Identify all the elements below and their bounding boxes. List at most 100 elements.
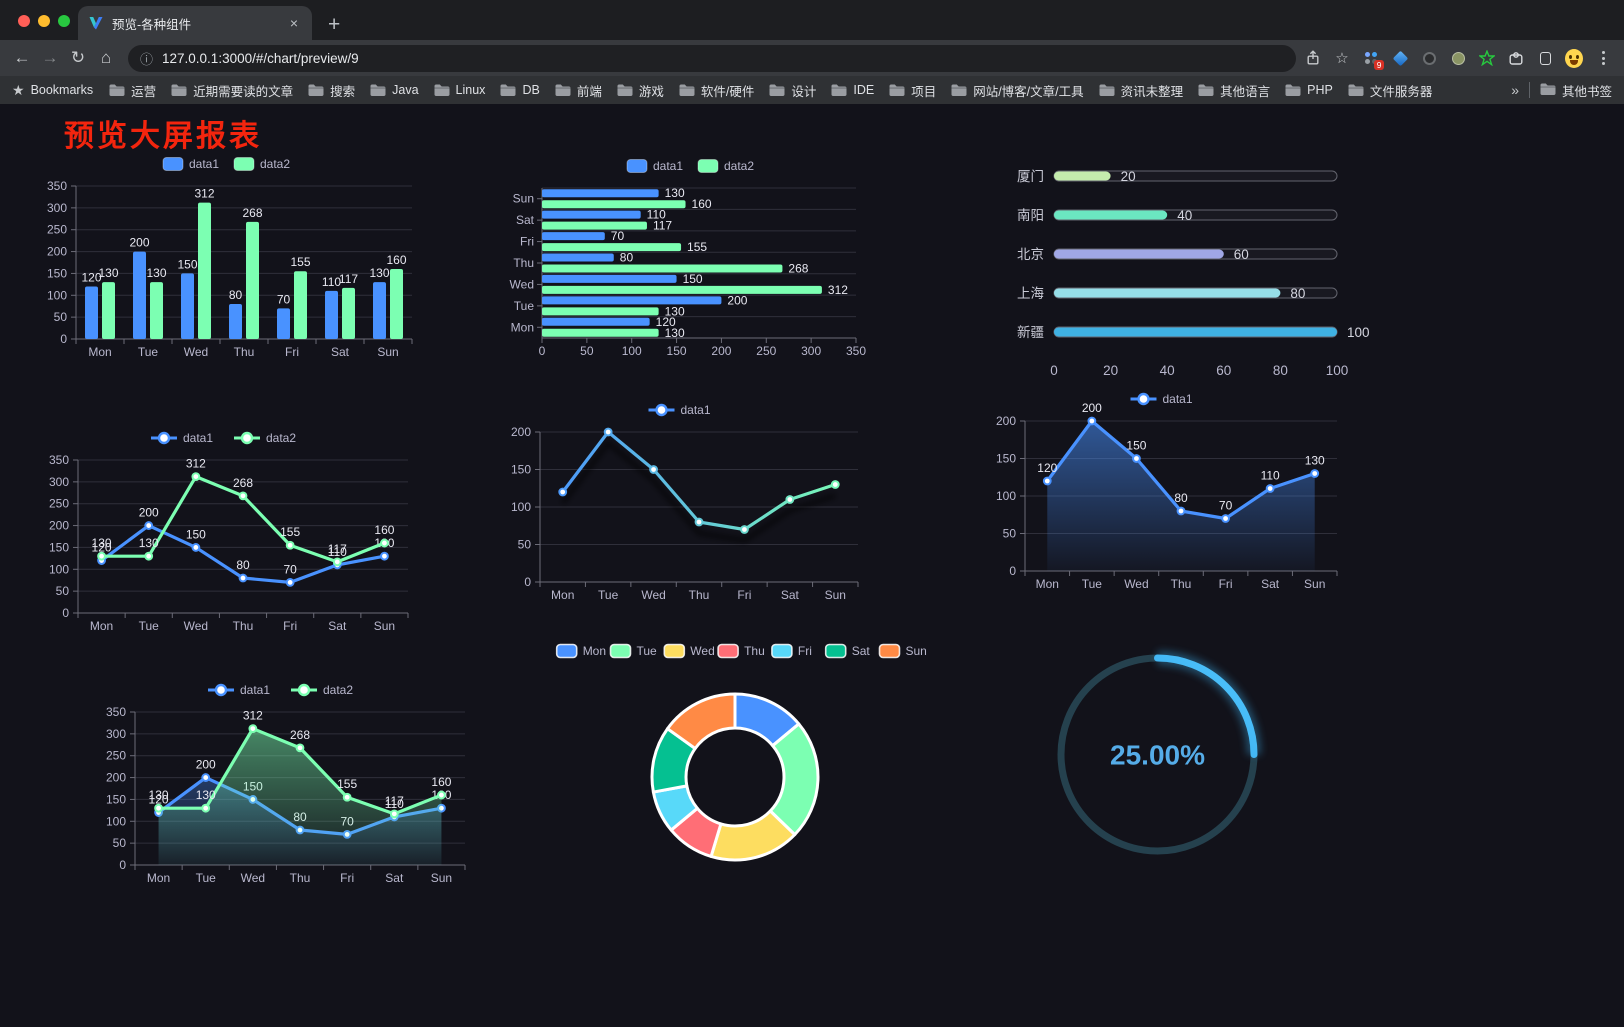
svg-text:上海: 上海 (1017, 286, 1044, 301)
svg-text:117: 117 (653, 219, 672, 233)
bookmark-folder[interactable]: Linux (434, 83, 486, 97)
reload-button[interactable]: ↻ (70, 48, 86, 67)
svg-text:0: 0 (524, 575, 531, 589)
close-tab-icon[interactable]: × (289, 15, 298, 31)
new-tab-button[interactable]: + (328, 13, 341, 36)
svg-text:130: 130 (665, 326, 685, 340)
extension-grid-icon[interactable]: 9 (1362, 49, 1384, 70)
minimize-window-button[interactable] (38, 15, 50, 27)
bookmark-folder[interactable]: IDE (831, 83, 874, 97)
url-bar[interactable]: ⓘ 127.0.0.1:3000/#/chart/preview/9 (128, 44, 1296, 72)
home-button[interactable]: ⌂ (100, 48, 112, 67)
svg-text:Sun: Sun (377, 345, 398, 359)
extensions-puzzle-icon[interactable] (1507, 49, 1525, 67)
svg-text:0: 0 (1009, 564, 1016, 578)
svg-text:130: 130 (665, 186, 685, 200)
svg-text:100: 100 (1347, 325, 1370, 340)
olive-circle-extension-icon[interactable] (1449, 49, 1467, 67)
svg-text:160: 160 (431, 775, 451, 789)
back-button[interactable]: ← (13, 48, 31, 67)
svg-text:data2: data2 (724, 159, 754, 173)
bookmark-folder-label: Linux (455, 83, 486, 97)
bookmark-folder-label: IDE (853, 83, 875, 97)
bookmark-folder[interactable]: Java (370, 83, 419, 97)
bookmark-star-icon[interactable]: ☆ (1335, 50, 1349, 67)
reading-list-icon[interactable] (1536, 49, 1554, 67)
dashboard-page: 预览大屏报表 data1 data2 0 50 100 150 200 250 300 350 Mo… (0, 104, 1624, 1027)
zoom-window-button[interactable] (58, 15, 70, 27)
svg-text:200: 200 (106, 771, 126, 785)
dark-circle-extension-icon[interactable] (1420, 49, 1438, 67)
svg-text:Tue: Tue (139, 619, 160, 633)
svg-text:130: 130 (196, 788, 216, 802)
svg-text:100: 100 (49, 562, 69, 576)
forward-button[interactable]: → (41, 48, 59, 67)
browser-tab[interactable]: 预览-各种组件 × (78, 6, 312, 40)
bookmark-folder[interactable]: DB (500, 83, 540, 97)
close-window-button[interactable] (18, 15, 30, 27)
svg-text:Mon: Mon (88, 345, 111, 359)
svg-text:Thu: Thu (234, 345, 255, 359)
gauge-chart[interactable]: 25.00% (1040, 637, 1275, 872)
bookmark-folder-label: PHP (1307, 83, 1333, 97)
profile-avatar[interactable] (1565, 48, 1583, 68)
svg-text:350: 350 (106, 705, 126, 719)
site-info-icon[interactable]: ⓘ (140, 51, 154, 67)
svg-text:300: 300 (49, 475, 69, 489)
svg-text:350: 350 (47, 179, 67, 193)
bookmark-folder-label: 搜索 (330, 84, 356, 99)
bookmark-folder[interactable]: 软件/硬件 (679, 81, 754, 100)
svg-text:130: 130 (149, 788, 169, 802)
svg-text:117: 117 (339, 272, 358, 286)
svg-text:200: 200 (47, 245, 67, 259)
gradient-line-chart[interactable]: data1 0 50 100 150 200 Mon Tue Wed Thu Fri Sat Sun (500, 394, 868, 606)
progress-bar-chart[interactable]: 厦门 20 南阳 40 北京 60 上海 80 新疆 100 0 20 40 60 80 100 (998, 152, 1370, 382)
svg-text:120: 120 (149, 793, 169, 807)
multi-area-chart[interactable]: data1 data2 0 50 100 150 200 250 300 350 Mon Tue Wed… (95, 674, 475, 889)
horizontal-bar-chart[interactable]: data1 data2 0 50 100 150 200 250 300 350 Sun Sat Fri… (498, 150, 886, 362)
other-bookmarks-folder[interactable]: 其他书签 (1540, 81, 1612, 100)
svg-text:100: 100 (996, 489, 1016, 503)
kite-extension-icon[interactable] (1391, 49, 1409, 67)
bookmark-folder[interactable]: 资讯未整理 (1099, 81, 1183, 100)
bookmark-folder[interactable]: 前端 (555, 81, 602, 100)
svg-text:Tue: Tue (196, 871, 217, 885)
bookmark-folder[interactable]: 游戏 (617, 81, 664, 100)
svg-text:250: 250 (756, 344, 776, 358)
svg-text:150: 150 (667, 344, 687, 358)
svg-text:150: 150 (683, 272, 703, 286)
svg-text:110: 110 (647, 208, 666, 222)
bookmark-folder[interactable]: 项目 (889, 81, 936, 100)
svg-text:300: 300 (47, 201, 67, 215)
bookmark-folder[interactable]: 其他语言 (1198, 81, 1270, 100)
svg-text:Tue: Tue (514, 299, 535, 313)
svg-text:300: 300 (106, 727, 126, 741)
bookmark-folder[interactable]: 设计 (769, 81, 816, 100)
svg-text:350: 350 (846, 344, 866, 358)
svg-text:268: 268 (233, 476, 253, 490)
green-star-extension-icon[interactable] (1478, 49, 1496, 67)
bookmarks-overflow-chevron[interactable]: » (1511, 82, 1519, 98)
bookmarks-star-icon[interactable]: ★ (12, 81, 25, 98)
bookmark-folder[interactable]: 近期需要读的文章 (171, 81, 293, 100)
multi-line-chart[interactable]: data1 data2 0 50 100 150 200 250 300 350 Mon Tue Wed… (38, 422, 418, 637)
svg-text:160: 160 (374, 523, 394, 537)
svg-text:Mon: Mon (551, 588, 574, 602)
bookmark-folder[interactable]: 文件服务器 (1348, 81, 1432, 100)
donut-chart[interactable]: Mon Tue Wed Thu Fri Sat Sun (545, 633, 937, 891)
area-line-chart[interactable]: data1 0 50 100 150 200 Mon Tue Wed Thu Fri Sat Sun 12… (985, 383, 1347, 595)
share-icon[interactable] (1304, 49, 1322, 67)
grouped-bar-chart[interactable]: data1 data2 0 50 100 150 200 250 300 350 Mon Tue Wed… (38, 148, 418, 363)
menu-kebab-icon[interactable] (1594, 49, 1612, 67)
bookmark-folder[interactable]: 搜索 (308, 81, 355, 100)
bookmark-folder[interactable]: 运营 (109, 81, 156, 100)
window-controls (18, 15, 70, 27)
svg-text:100: 100 (1326, 363, 1349, 378)
svg-text:130: 130 (369, 266, 389, 280)
svg-text:120: 120 (92, 541, 112, 555)
bookmark-folder[interactable]: PHP (1285, 83, 1333, 97)
svg-text:北京: 北京 (1017, 247, 1044, 262)
bookmarks-label[interactable]: Bookmarks (30, 83, 94, 97)
bookmark-folder[interactable]: 网站/博客/文章/工具 (951, 81, 1084, 100)
svg-text:Wed: Wed (510, 277, 534, 291)
